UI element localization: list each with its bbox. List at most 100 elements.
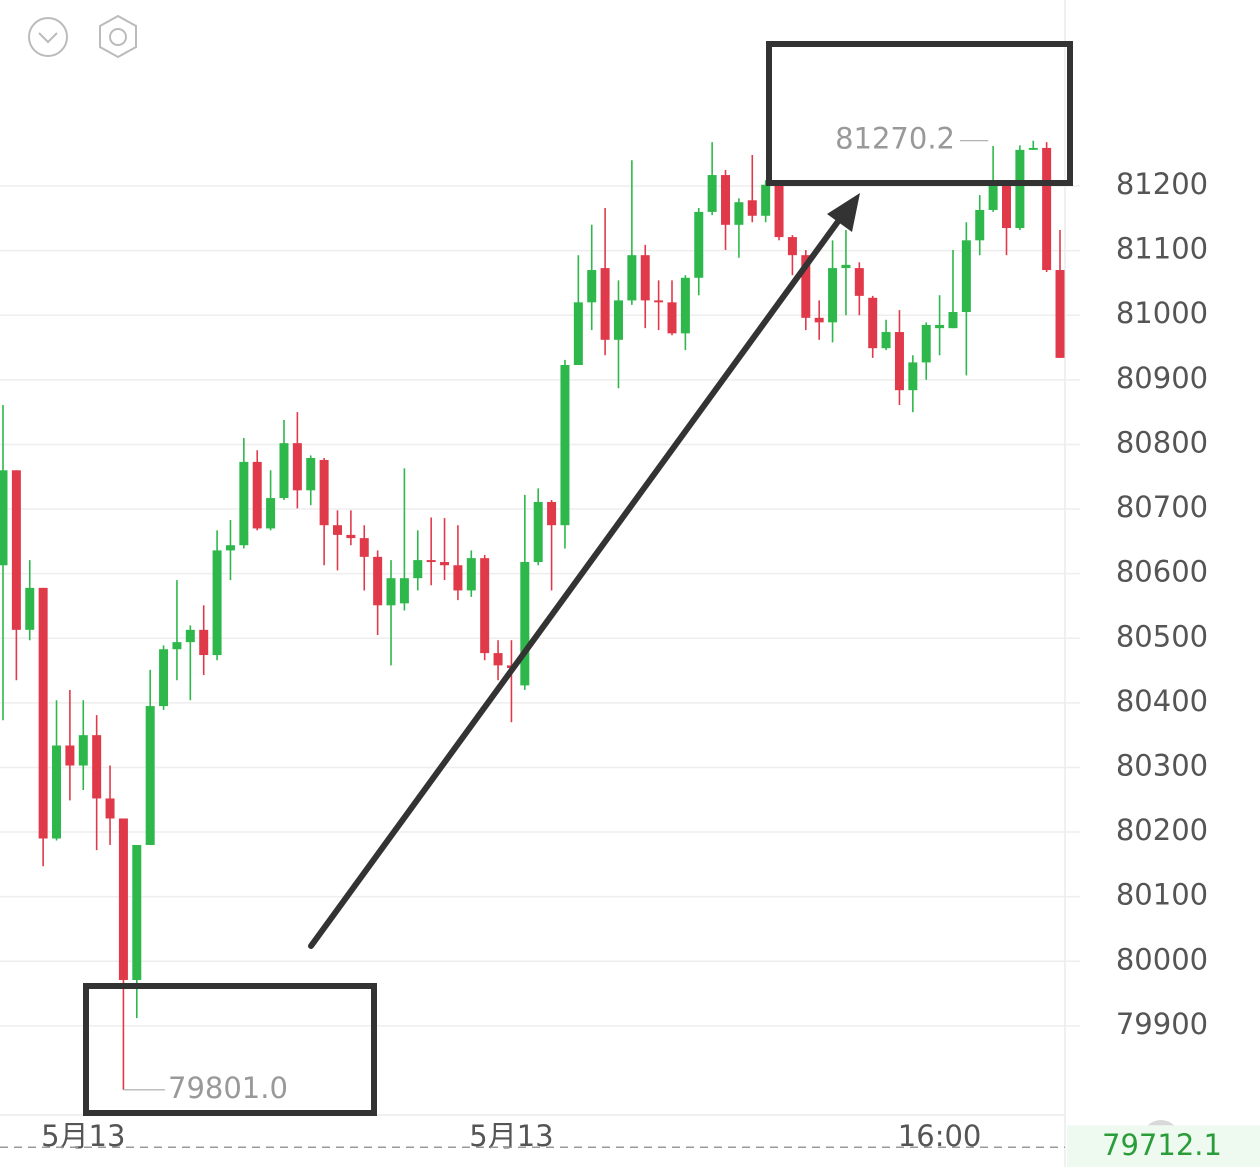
grid: 79900 80000 80100 80200 80300 80400 80500 80600… bbox=[0, 167, 1208, 1153]
candle-body bbox=[493, 653, 503, 666]
candle-body bbox=[453, 565, 463, 591]
y-tick-label: 79900 bbox=[1116, 1007, 1208, 1041]
last-price-tag bbox=[1067, 1125, 1260, 1167]
candle-body bbox=[814, 317, 824, 323]
candle-body bbox=[426, 560, 436, 563]
candle-body bbox=[1015, 149, 1025, 229]
candle-body bbox=[319, 459, 329, 526]
candle-body bbox=[185, 629, 195, 643]
candle-body bbox=[680, 277, 690, 334]
y-tick-label: 80700 bbox=[1116, 490, 1208, 524]
settings-icon[interactable] bbox=[99, 14, 137, 59]
candle-body bbox=[520, 562, 530, 686]
candle-body bbox=[466, 558, 476, 591]
candle-body bbox=[105, 798, 115, 819]
candle-body bbox=[92, 735, 102, 799]
candle-body bbox=[413, 560, 423, 579]
y-tick-label: 80500 bbox=[1116, 619, 1208, 653]
candle-body bbox=[961, 240, 971, 313]
candle-body bbox=[1055, 270, 1065, 358]
candle-body bbox=[828, 268, 838, 323]
candle-body bbox=[573, 302, 583, 365]
y-tick-label: 80100 bbox=[1116, 878, 1208, 912]
candle-body bbox=[613, 300, 623, 340]
candle-body bbox=[707, 175, 717, 212]
candle-body bbox=[721, 175, 731, 225]
candle-body bbox=[801, 255, 811, 318]
highlight-box bbox=[766, 41, 1073, 186]
candle-body bbox=[734, 202, 744, 225]
candle-body bbox=[560, 364, 570, 526]
candle-body bbox=[921, 324, 931, 363]
last-price-label: 79712.1 bbox=[1102, 1128, 1222, 1162]
candle-body bbox=[212, 550, 222, 656]
candle-body bbox=[145, 706, 155, 845]
high-marker-label: 81270.2 bbox=[835, 122, 955, 156]
arrow-head bbox=[827, 193, 860, 232]
candle-body bbox=[359, 538, 369, 557]
candle-body bbox=[333, 525, 342, 535]
candle-body bbox=[52, 745, 62, 839]
candle-body bbox=[25, 587, 35, 630]
y-tick-label: 80900 bbox=[1116, 361, 1208, 395]
candle-body bbox=[600, 268, 610, 340]
y-tick-label: 80000 bbox=[1116, 942, 1208, 976]
candle-body bbox=[533, 501, 543, 563]
candle-body bbox=[975, 209, 985, 241]
candle-body bbox=[868, 297, 878, 349]
candle-body bbox=[1042, 147, 1052, 271]
candle-body bbox=[11, 470, 21, 630]
candle-body bbox=[480, 558, 490, 654]
candle-body bbox=[587, 270, 597, 303]
candle-body bbox=[1028, 147, 1038, 150]
candle-body bbox=[440, 562, 450, 566]
candle-body bbox=[266, 498, 276, 529]
candles bbox=[0, 140, 1065, 1090]
candle-body bbox=[38, 587, 48, 839]
candle-body bbox=[774, 184, 784, 238]
candle-body bbox=[547, 501, 557, 526]
candle-body bbox=[386, 578, 396, 606]
candle-body bbox=[988, 182, 998, 210]
x-tick-label: 5月13 bbox=[41, 1119, 125, 1153]
candle-body bbox=[640, 255, 650, 301]
candle-body bbox=[118, 818, 128, 980]
y-tick-label: 80300 bbox=[1116, 748, 1208, 782]
candle-body bbox=[239, 461, 249, 546]
candle-body bbox=[132, 844, 142, 980]
collapse-icon[interactable] bbox=[28, 17, 68, 57]
candle-body bbox=[948, 312, 958, 329]
candle-body bbox=[399, 578, 409, 604]
low-marker-label: 79801.0 bbox=[168, 1071, 288, 1105]
candle-body bbox=[373, 556, 383, 606]
candle-body bbox=[908, 362, 918, 391]
y-tick-label: 81100 bbox=[1116, 232, 1208, 266]
candle-body bbox=[881, 332, 891, 349]
candle-body bbox=[694, 211, 704, 278]
candle-body bbox=[65, 745, 75, 766]
y-tick-label: 80600 bbox=[1116, 555, 1208, 589]
trend-arrow bbox=[308, 213, 845, 949]
y-tick-label: 81200 bbox=[1116, 167, 1208, 201]
candle-body bbox=[854, 268, 864, 296]
y-tick-label: 80200 bbox=[1116, 813, 1208, 847]
candle-body bbox=[199, 629, 209, 656]
annotations: 81270.2 79801.0 79712.1 bbox=[0, 41, 1260, 1167]
highlight-box bbox=[83, 983, 377, 1116]
candle-body bbox=[252, 461, 262, 529]
candle-body bbox=[159, 649, 169, 707]
candle-body bbox=[841, 264, 851, 269]
candle-body bbox=[292, 443, 302, 491]
candle-body bbox=[78, 735, 88, 766]
candle-body bbox=[172, 642, 182, 650]
candle-body bbox=[894, 332, 904, 391]
candle-body bbox=[346, 534, 356, 539]
candle-body bbox=[667, 302, 677, 334]
candle-body bbox=[761, 184, 771, 216]
candle-body bbox=[787, 237, 797, 256]
y-tick-label: 80400 bbox=[1116, 684, 1208, 718]
candle-body bbox=[654, 300, 664, 303]
candle-body bbox=[225, 545, 235, 551]
candle-body bbox=[1002, 182, 1011, 229]
